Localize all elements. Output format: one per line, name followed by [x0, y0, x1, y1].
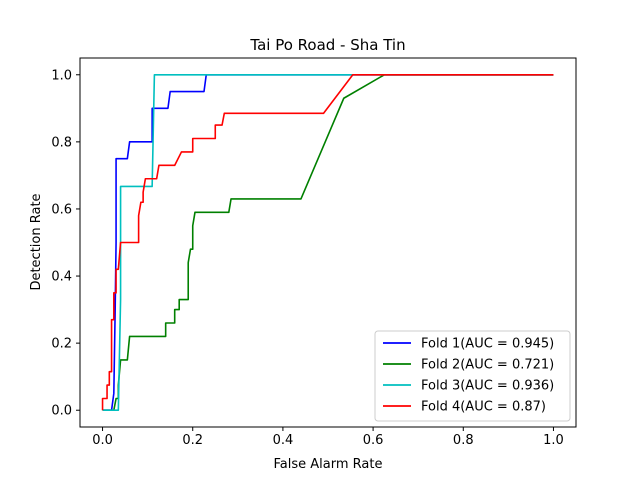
y-tick-label: 0.0 [51, 404, 72, 419]
legend: Fold 1(AUC = 0.945) Fold 2(AUC = 0.721) Fo… [374, 330, 571, 422]
chart-title: Tai Po Road - Sha Tin [249, 36, 405, 54]
axes-frame [79, 57, 577, 428]
legend-label-fold-4: Fold 4(AUC = 0.87) [421, 400, 546, 415]
plot-area: 0.0 0.2 0.4 0.6 0.8 1.0 0.0 0.2 0.4 0.6 0.8 1.0 [51, 57, 577, 448]
x-tick-label: 1.0 [543, 433, 564, 448]
series-line-fold-3 [102, 73, 554, 412]
legend-label-fold-3: Fold 3(AUC = 0.936) [421, 379, 554, 394]
y-tick-label: 0.2 [51, 337, 72, 352]
x-tick-label: 0.4 [273, 433, 294, 448]
legend-label-fold-1: Fold 1(AUC = 0.945) [421, 337, 554, 352]
series-line-fold-1 [102, 73, 554, 412]
series-line-fold-4 [101, 73, 554, 411]
x-tick-label: 0.0 [92, 433, 113, 448]
x-axis-label: False Alarm Rate [274, 457, 383, 472]
x-tick-label: 0.8 [453, 433, 474, 448]
legend-box [374, 330, 571, 422]
y-tick-label: 0.6 [51, 202, 72, 217]
y-axis-label: Detection Rate [29, 193, 44, 290]
y-tick-label: 1.0 [51, 68, 72, 83]
x-tick-label: 0.2 [182, 433, 203, 448]
legend-label-fold-2: Fold 2(AUC = 0.721) [421, 358, 554, 373]
x-tick-label: 0.6 [363, 433, 384, 448]
y-tick-label: 0.4 [51, 270, 72, 285]
y-tick-label: 0.8 [51, 135, 72, 150]
